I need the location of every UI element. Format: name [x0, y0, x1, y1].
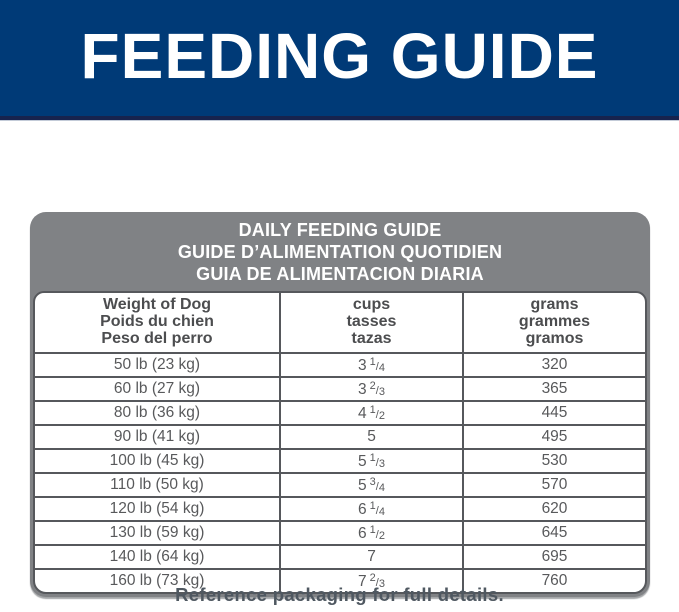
- table-title-fr: GUIDE D’ALIMENTATION QUOTIDIEN: [177, 242, 503, 263]
- column-header-row: Weight of Dog Poids du chien Peso del pe…: [35, 293, 645, 353]
- grams-cell: 365: [462, 378, 645, 401]
- column-header-grams-es: gramos: [525, 330, 584, 348]
- cups-fraction: 1/3: [369, 451, 385, 470]
- grams-cell: 645: [462, 522, 645, 545]
- cups-value: 6 1/2: [358, 523, 385, 542]
- weight-cell: 140 lb (64 kg): [109, 548, 205, 566]
- cups-value: 5 1/3: [358, 451, 385, 470]
- column-header-cups-fr: tasses: [346, 313, 397, 331]
- cups-value: 6 1/4: [358, 499, 385, 518]
- cups-value: 4 1/2: [358, 403, 385, 422]
- table-row: 90 lb (41 kg) 5 495: [35, 424, 645, 449]
- weight-cell: 90 lb (41 kg): [113, 428, 201, 446]
- cups-value: 5 3/4: [358, 475, 385, 494]
- grams-cell: 570: [462, 474, 645, 497]
- column-header-grams-fr: grammes: [518, 313, 591, 331]
- cups-cell: 3 2/3: [279, 378, 462, 401]
- table-row: 140 lb (64 kg) 7 695: [35, 544, 645, 569]
- cups-cell: 5: [279, 426, 462, 449]
- cups-cell: 5 1/3: [279, 450, 462, 473]
- table-row: 60 lb (27 kg) 3 2/3 365: [35, 376, 645, 401]
- cups-cell: 7 2/3: [279, 570, 462, 593]
- cups-cell: 6 1/4: [279, 498, 462, 521]
- column-header-cups-en: cups: [352, 296, 391, 314]
- column-header-weight: Weight of Dog Poids du chien Peso del pe…: [35, 293, 279, 352]
- cups-value: 3 1/4: [358, 355, 385, 374]
- cups-cell: 4 1/2: [279, 402, 462, 425]
- weight-cell: 160 lb (73 kg): [109, 572, 205, 590]
- table-title-en: DAILY FEEDING GUIDE: [238, 220, 442, 240]
- feeding-guide-banner: FEEDING GUIDE: [0, 0, 679, 120]
- grams-cell: 695: [462, 546, 645, 569]
- weight-cell: 80 lb (36 kg): [113, 404, 201, 422]
- table-row: 80 lb (36 kg) 4 1/2 445: [35, 400, 645, 425]
- weight-cell: 100 lb (45 kg): [109, 452, 205, 470]
- table-rows: 50 lb (23 kg) 3 1/4 320 60 lb (27 kg) 3 2/3 365…: [35, 352, 645, 593]
- grams-cell: 620: [462, 498, 645, 521]
- weight-cell: 60 lb (27 kg): [113, 380, 201, 398]
- grams-cell: 445: [462, 402, 645, 425]
- cups-value: 3 2/3: [358, 379, 385, 398]
- table-title: DAILY FEEDING GUIDE GUIDE D’ALIMENTATION…: [30, 212, 650, 291]
- column-header-cups-es: tazas: [351, 330, 392, 348]
- table-row: 160 lb (73 kg) 7 2/3 760: [35, 568, 645, 593]
- cups-fraction: 2/3: [369, 571, 385, 590]
- feeding-table: DAILY FEEDING GUIDE GUIDE D’ALIMENTATION…: [30, 212, 650, 598]
- cups-fraction: 3/4: [369, 475, 385, 494]
- weight-cell: 110 lb (50 kg): [110, 476, 204, 494]
- cups-fraction: 1/2: [369, 523, 385, 542]
- cups-value: 5: [367, 428, 376, 446]
- cups-value: 7: [367, 548, 376, 566]
- weight-cell: 50 lb (23 kg): [113, 356, 201, 374]
- grams-cell: 320: [462, 354, 645, 377]
- cups-cell: 3 1/4: [279, 354, 462, 377]
- column-header-grams: grams grammes gramos: [462, 293, 645, 353]
- table-title-es: GUIA DE ALIMENTACION DIARIA: [196, 264, 484, 285]
- table-row: 100 lb (45 kg) 5 1/3 530: [35, 448, 645, 473]
- cups-fraction: 1/4: [369, 355, 385, 374]
- column-header-weight-fr: Poids du chien: [100, 313, 214, 331]
- column-header-weight-en: Weight of Dog: [102, 296, 212, 314]
- table-row: 110 lb (50 kg) 5 3/4 570: [35, 472, 645, 497]
- table-row: 50 lb (23 kg) 3 1/4 320: [35, 352, 645, 377]
- column-header-cups: cups tasses tazas: [279, 293, 462, 353]
- grams-cell: 760: [462, 570, 645, 593]
- cups-cell: 6 1/2: [279, 522, 462, 545]
- footer-note: Reference packaging for full details.: [175, 584, 504, 605]
- cups-cell: 5 3/4: [279, 474, 462, 497]
- column-header-grams-en: grams: [530, 296, 579, 314]
- weight-cell: 130 lb (59 kg): [109, 524, 205, 542]
- grams-cell: 495: [462, 426, 645, 449]
- cups-value: 7 2/3: [358, 571, 385, 590]
- banner-title: FEEDING GUIDE: [80, 20, 599, 92]
- table-row: 130 lb (59 kg) 6 1/2 645: [35, 520, 645, 545]
- weight-cell: 120 lb (54 kg): [109, 500, 205, 518]
- cups-fraction: 2/3: [369, 379, 385, 398]
- cups-cell: 7: [279, 546, 462, 569]
- table-body: Weight of Dog Poids du chien Peso del pe…: [33, 291, 647, 595]
- column-header-weight-es: Peso del perro: [101, 330, 213, 348]
- table-row: 120 lb (54 kg) 6 1/4 620: [35, 496, 645, 521]
- cups-fraction: 1/4: [369, 499, 385, 518]
- grams-cell: 530: [462, 450, 645, 473]
- cups-fraction: 1/2: [369, 403, 385, 422]
